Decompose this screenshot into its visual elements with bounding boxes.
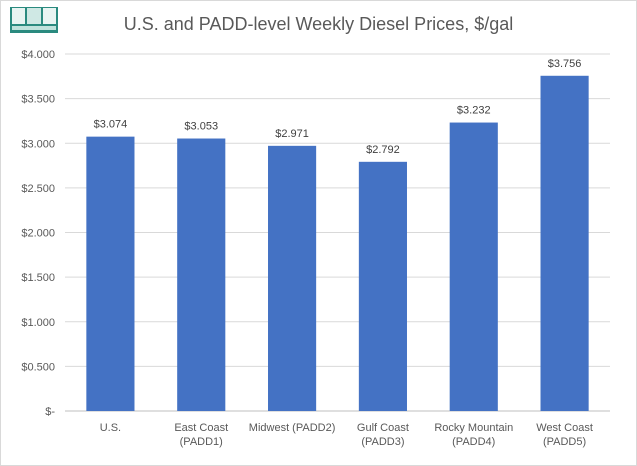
x-tick-label: Midwest (PADD2) <box>249 422 336 434</box>
bar <box>449 122 498 411</box>
y-tick-label: $3.000 <box>21 138 55 150</box>
logo-tagline <box>12 26 56 30</box>
x-tick-label: Gulf Coast <box>357 422 409 434</box>
x-tick-label: (PADD4) <box>452 436 495 448</box>
x-tick-label: U.S. <box>100 422 121 434</box>
data-label: $2.792 <box>366 144 400 156</box>
x-tick-label: West Coast <box>536 422 593 434</box>
bar <box>177 138 226 411</box>
bar <box>358 161 407 411</box>
logo-letters <box>12 8 56 24</box>
y-tick-label: $2.500 <box>21 183 55 195</box>
data-label: $3.756 <box>548 58 582 70</box>
x-tick-label: East Coast <box>174 422 228 434</box>
y-tick-label: $3.500 <box>21 94 55 106</box>
data-label: $3.232 <box>457 105 491 117</box>
x-tick-label: (PADD5) <box>543 436 586 448</box>
bar <box>86 136 135 411</box>
x-tick-label: (PADD3) <box>361 436 404 448</box>
y-tick-label: $1.000 <box>21 317 55 329</box>
data-label: $3.074 <box>94 119 128 131</box>
data-label: $2.971 <box>275 128 309 140</box>
fmn-logo <box>10 7 58 33</box>
y-tick-label: $4.000 <box>21 49 55 61</box>
x-tick-label: Rocky Mountain <box>434 422 513 434</box>
data-label: $3.053 <box>184 121 218 133</box>
bar <box>268 145 317 411</box>
y-tick-label: $- <box>45 406 55 418</box>
chart-title: U.S. and PADD-level Weekly Diesel Prices… <box>123 14 514 34</box>
y-tick-label: $0.500 <box>21 361 55 373</box>
y-tick-label: $2.000 <box>21 228 55 240</box>
x-tick-label: (PADD1) <box>180 436 223 448</box>
bar <box>540 75 589 411</box>
y-tick-label: $1.500 <box>21 272 55 284</box>
